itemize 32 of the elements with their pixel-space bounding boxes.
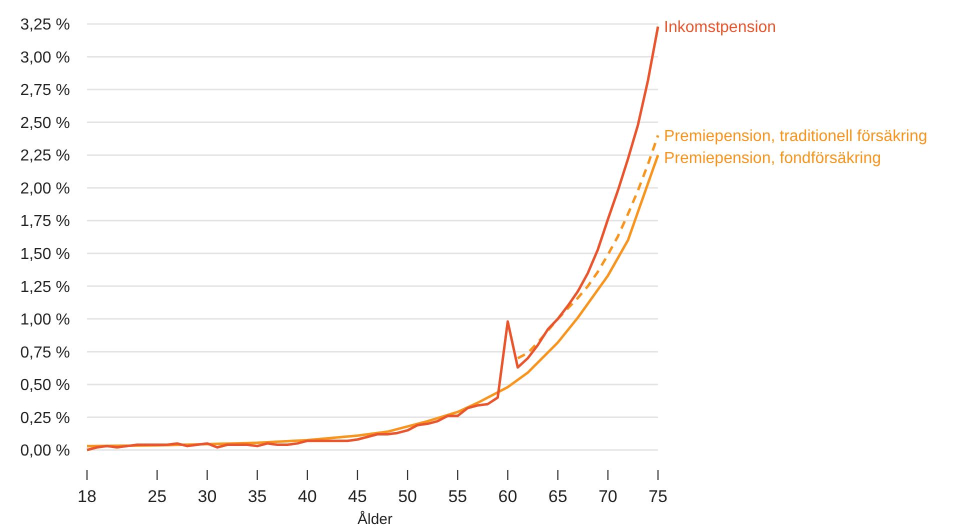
x-axis-title: Ålder xyxy=(357,510,393,528)
x-tick-label: 55 xyxy=(448,487,468,506)
line-series xyxy=(86,25,660,452)
y-tick-label: 0,75 % xyxy=(20,344,70,362)
y-tick-label: 0,50 % xyxy=(20,377,70,394)
series-label: Premiepension, traditionell försäkring xyxy=(664,128,928,146)
x-tick-label: 50 xyxy=(398,487,418,506)
y-tick-label: 2,75 % xyxy=(20,82,70,100)
x-tick-label: 45 xyxy=(348,487,367,506)
x-tick-label: 70 xyxy=(598,487,618,506)
x-tick-label: 40 xyxy=(298,487,317,506)
y-tick-label: 0,00 % xyxy=(20,442,70,460)
y-tick-label: 1,75 % xyxy=(20,213,70,230)
x-tick-label: 65 xyxy=(548,487,568,506)
y-tick-label: 3,25 % xyxy=(20,16,70,34)
series-label: Premiepension, fondförsäkring xyxy=(664,150,882,168)
y-tick-label: 2,25 % xyxy=(20,148,70,165)
series-label: Inkomstpension xyxy=(664,19,776,36)
y-tick-label: 0,25 % xyxy=(20,410,70,427)
y-tick-label: 3,00 % xyxy=(20,49,70,66)
x-tick-label: 75 xyxy=(648,487,668,506)
x-tick-label: 18 xyxy=(78,487,96,506)
y-tick-label: 1,50 % xyxy=(20,246,70,263)
y-tick-label: 2,00 % xyxy=(20,180,70,198)
x-tick-label: 35 xyxy=(248,487,267,506)
y-tick-label: 1,25 % xyxy=(20,278,70,296)
x-tick-label: 30 xyxy=(198,487,217,506)
y-tick-label: 2,50 % xyxy=(20,114,70,132)
line-series xyxy=(516,134,660,360)
x-tick-label: 25 xyxy=(148,487,167,506)
y-tick-label: 1,00 % xyxy=(20,312,70,329)
x-tick-label: 60 xyxy=(498,487,518,506)
